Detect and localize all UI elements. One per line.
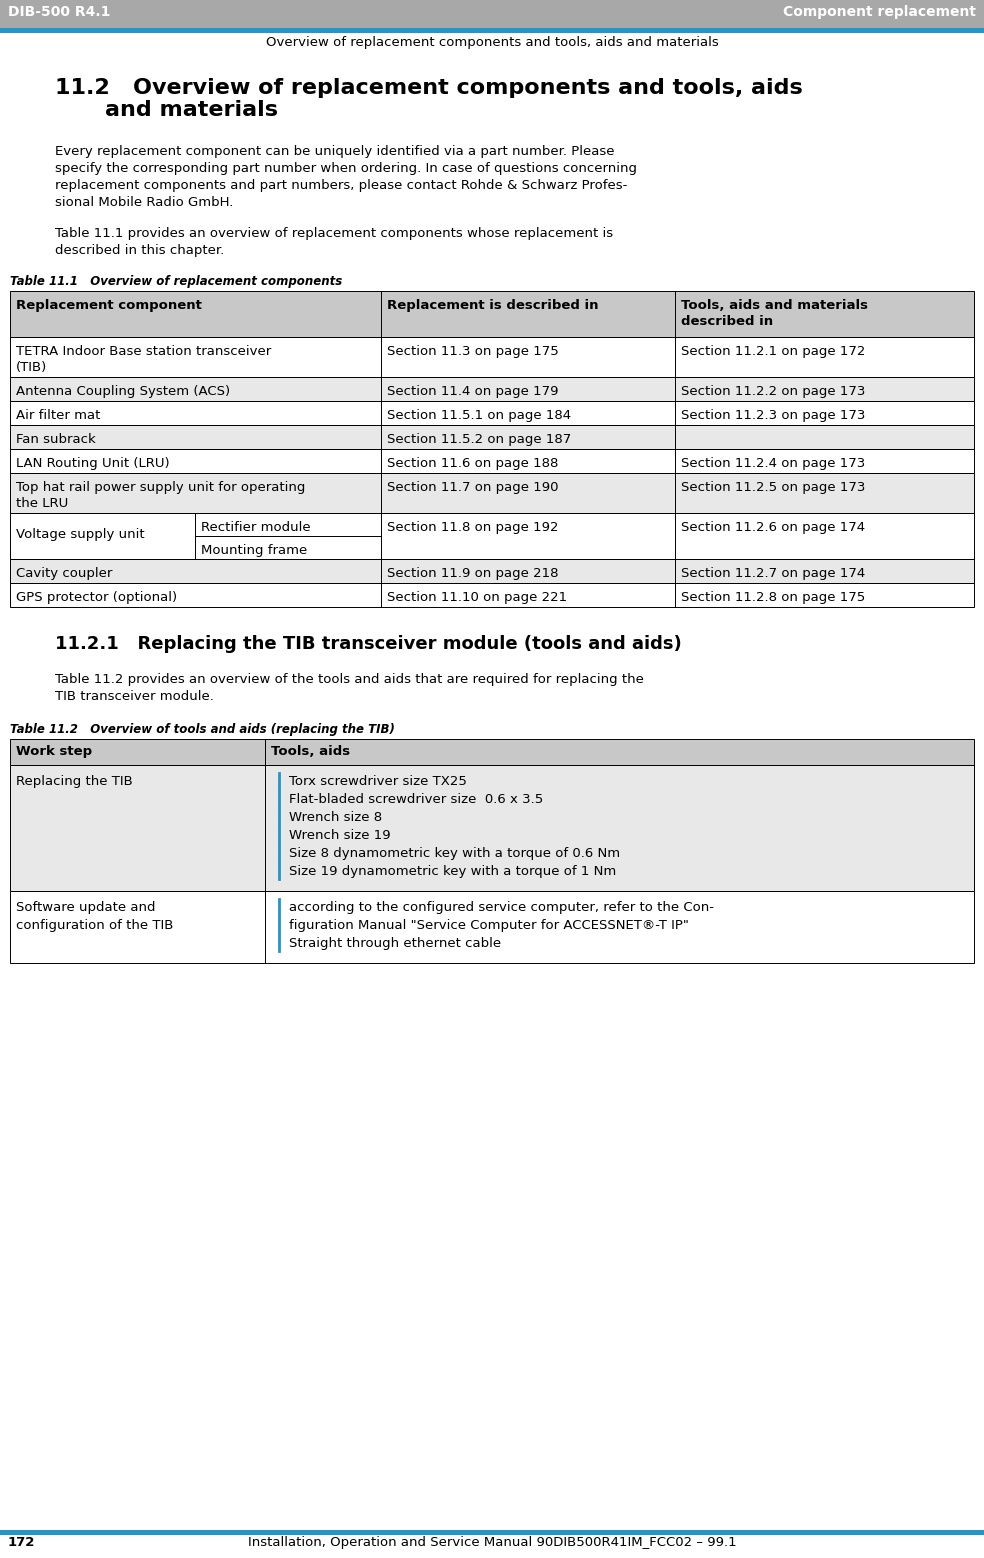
Text: Work step: Work step bbox=[16, 745, 92, 759]
Bar bbox=[0, 0, 984, 28]
Text: 11.2   Overview of replacement components and tools, aids: 11.2 Overview of replacement components … bbox=[55, 78, 803, 98]
Text: Section 11.9 on page 218: Section 11.9 on page 218 bbox=[387, 567, 559, 580]
Text: Mounting frame: Mounting frame bbox=[201, 544, 307, 558]
Text: figuration Manual "Service Computer for ACCESSNET®-T IP": figuration Manual "Service Computer for … bbox=[289, 919, 689, 932]
Text: Replacement is described in: Replacement is described in bbox=[387, 299, 598, 312]
Text: Component replacement: Component replacement bbox=[783, 5, 976, 19]
Text: Fan subrack: Fan subrack bbox=[16, 433, 95, 446]
Bar bbox=[10, 337, 974, 377]
Text: the LRU: the LRU bbox=[16, 497, 68, 509]
Text: Section 11.2.1 on page 172: Section 11.2.1 on page 172 bbox=[681, 344, 865, 358]
Text: TETRA Indoor Base station transceiver: TETRA Indoor Base station transceiver bbox=[16, 344, 272, 358]
Text: Every replacement component can be uniquely identified via a part number. Please: Every replacement component can be uniqu… bbox=[55, 145, 614, 157]
Bar bbox=[10, 377, 974, 400]
Text: Section 11.5.2 on page 187: Section 11.5.2 on page 187 bbox=[387, 433, 572, 446]
Text: Table 11.1   Overview of replacement components: Table 11.1 Overview of replacement compo… bbox=[10, 276, 342, 288]
Text: Wrench size 8: Wrench size 8 bbox=[289, 812, 382, 824]
Bar bbox=[10, 400, 974, 425]
Text: Section 11.2.2 on page 173: Section 11.2.2 on page 173 bbox=[681, 385, 865, 397]
Text: Installation, Operation and Service Manual 90DIB500R41IM_FCC02 – 99.1: Installation, Operation and Service Manu… bbox=[248, 1536, 736, 1549]
Bar bbox=[10, 765, 974, 891]
Text: Cavity coupler: Cavity coupler bbox=[16, 567, 112, 580]
Bar bbox=[0, 28, 984, 33]
Text: Tools, aids and materials: Tools, aids and materials bbox=[681, 299, 868, 312]
Text: LAN Routing Unit (LRU): LAN Routing Unit (LRU) bbox=[16, 456, 169, 471]
Text: GPS protector (optional): GPS protector (optional) bbox=[16, 590, 177, 605]
Text: Top hat rail power supply unit for operating: Top hat rail power supply unit for opera… bbox=[16, 481, 305, 494]
Text: Torx screwdriver size TX25: Torx screwdriver size TX25 bbox=[289, 774, 466, 788]
Text: Size 19 dynamometric key with a torque of 1 Nm: Size 19 dynamometric key with a torque o… bbox=[289, 865, 616, 879]
Text: Section 11.2.4 on page 173: Section 11.2.4 on page 173 bbox=[681, 456, 865, 471]
Text: Section 11.7 on page 190: Section 11.7 on page 190 bbox=[387, 481, 559, 494]
Text: Section 11.2.8 on page 175: Section 11.2.8 on page 175 bbox=[681, 590, 865, 605]
Bar bbox=[10, 891, 974, 963]
Text: Antenna Coupling System (ACS): Antenna Coupling System (ACS) bbox=[16, 385, 230, 397]
Text: sional Mobile Radio GmbH.: sional Mobile Radio GmbH. bbox=[55, 196, 233, 209]
Text: described in this chapter.: described in this chapter. bbox=[55, 245, 224, 257]
Bar bbox=[10, 449, 974, 474]
Text: Rectifier module: Rectifier module bbox=[201, 520, 311, 534]
Text: Voltage supply unit: Voltage supply unit bbox=[16, 528, 145, 541]
Bar bbox=[10, 583, 974, 608]
Text: 172: 172 bbox=[8, 1536, 35, 1549]
Text: Replacement component: Replacement component bbox=[16, 299, 202, 312]
Bar bbox=[10, 291, 974, 337]
Text: Air filter mat: Air filter mat bbox=[16, 410, 100, 422]
Text: Section 11.2.7 on page 174: Section 11.2.7 on page 174 bbox=[681, 567, 865, 580]
Text: replacement components and part numbers, please contact Rohde & Schwarz Profes-: replacement components and part numbers,… bbox=[55, 179, 628, 192]
Text: configuration of the TIB: configuration of the TIB bbox=[16, 919, 173, 932]
Text: Section 11.5.1 on page 184: Section 11.5.1 on page 184 bbox=[387, 410, 571, 422]
Text: Section 11.4 on page 179: Section 11.4 on page 179 bbox=[387, 385, 559, 397]
Text: DIB-500 R4.1: DIB-500 R4.1 bbox=[8, 5, 110, 19]
Text: 11.2.1   Replacing the TIB transceiver module (tools and aids): 11.2.1 Replacing the TIB transceiver mod… bbox=[55, 636, 682, 653]
Bar bbox=[10, 559, 974, 583]
Text: and materials: and materials bbox=[105, 100, 278, 120]
Text: Section 11.2.5 on page 173: Section 11.2.5 on page 173 bbox=[681, 481, 865, 494]
Text: Table 11.2 provides an overview of the tools and aids that are required for repl: Table 11.2 provides an overview of the t… bbox=[55, 673, 644, 686]
Text: Tools, aids: Tools, aids bbox=[271, 745, 350, 759]
Bar bbox=[10, 474, 974, 513]
Text: Section 11.2.3 on page 173: Section 11.2.3 on page 173 bbox=[681, 410, 865, 422]
Text: Overview of replacement components and tools, aids and materials: Overview of replacement components and t… bbox=[266, 36, 718, 48]
Text: Section 11.3 on page 175: Section 11.3 on page 175 bbox=[387, 344, 559, 358]
Text: Software update and: Software update and bbox=[16, 901, 155, 915]
Text: according to the configured service computer, refer to the Con-: according to the configured service comp… bbox=[289, 901, 714, 915]
Text: Section 11.10 on page 221: Section 11.10 on page 221 bbox=[387, 590, 567, 605]
Text: Table 11.2   Overview of tools and aids (replacing the TIB): Table 11.2 Overview of tools and aids (r… bbox=[10, 723, 395, 735]
Bar bbox=[0, 1530, 984, 1535]
Text: Straight through ethernet cable: Straight through ethernet cable bbox=[289, 936, 501, 950]
Bar bbox=[10, 738, 974, 765]
Text: Section 11.6 on page 188: Section 11.6 on page 188 bbox=[387, 456, 558, 471]
Text: (TIB): (TIB) bbox=[16, 361, 47, 374]
Text: Flat-bladed screwdriver size  0.6 x 3.5: Flat-bladed screwdriver size 0.6 x 3.5 bbox=[289, 793, 543, 805]
Bar bbox=[10, 425, 974, 449]
Text: described in: described in bbox=[681, 315, 773, 329]
Text: specify the corresponding part number when ordering. In case of questions concer: specify the corresponding part number wh… bbox=[55, 162, 637, 174]
Text: TIB transceiver module.: TIB transceiver module. bbox=[55, 690, 214, 703]
Text: Table 11.1 provides an overview of replacement components whose replacement is: Table 11.1 provides an overview of repla… bbox=[55, 227, 613, 240]
Bar bbox=[10, 513, 974, 559]
Text: Section 11.8 on page 192: Section 11.8 on page 192 bbox=[387, 520, 559, 534]
Text: Replacing the TIB: Replacing the TIB bbox=[16, 774, 133, 788]
Text: Wrench size 19: Wrench size 19 bbox=[289, 829, 391, 841]
Text: Section 11.2.6 on page 174: Section 11.2.6 on page 174 bbox=[681, 520, 865, 534]
Text: Size 8 dynamometric key with a torque of 0.6 Nm: Size 8 dynamometric key with a torque of… bbox=[289, 848, 620, 860]
